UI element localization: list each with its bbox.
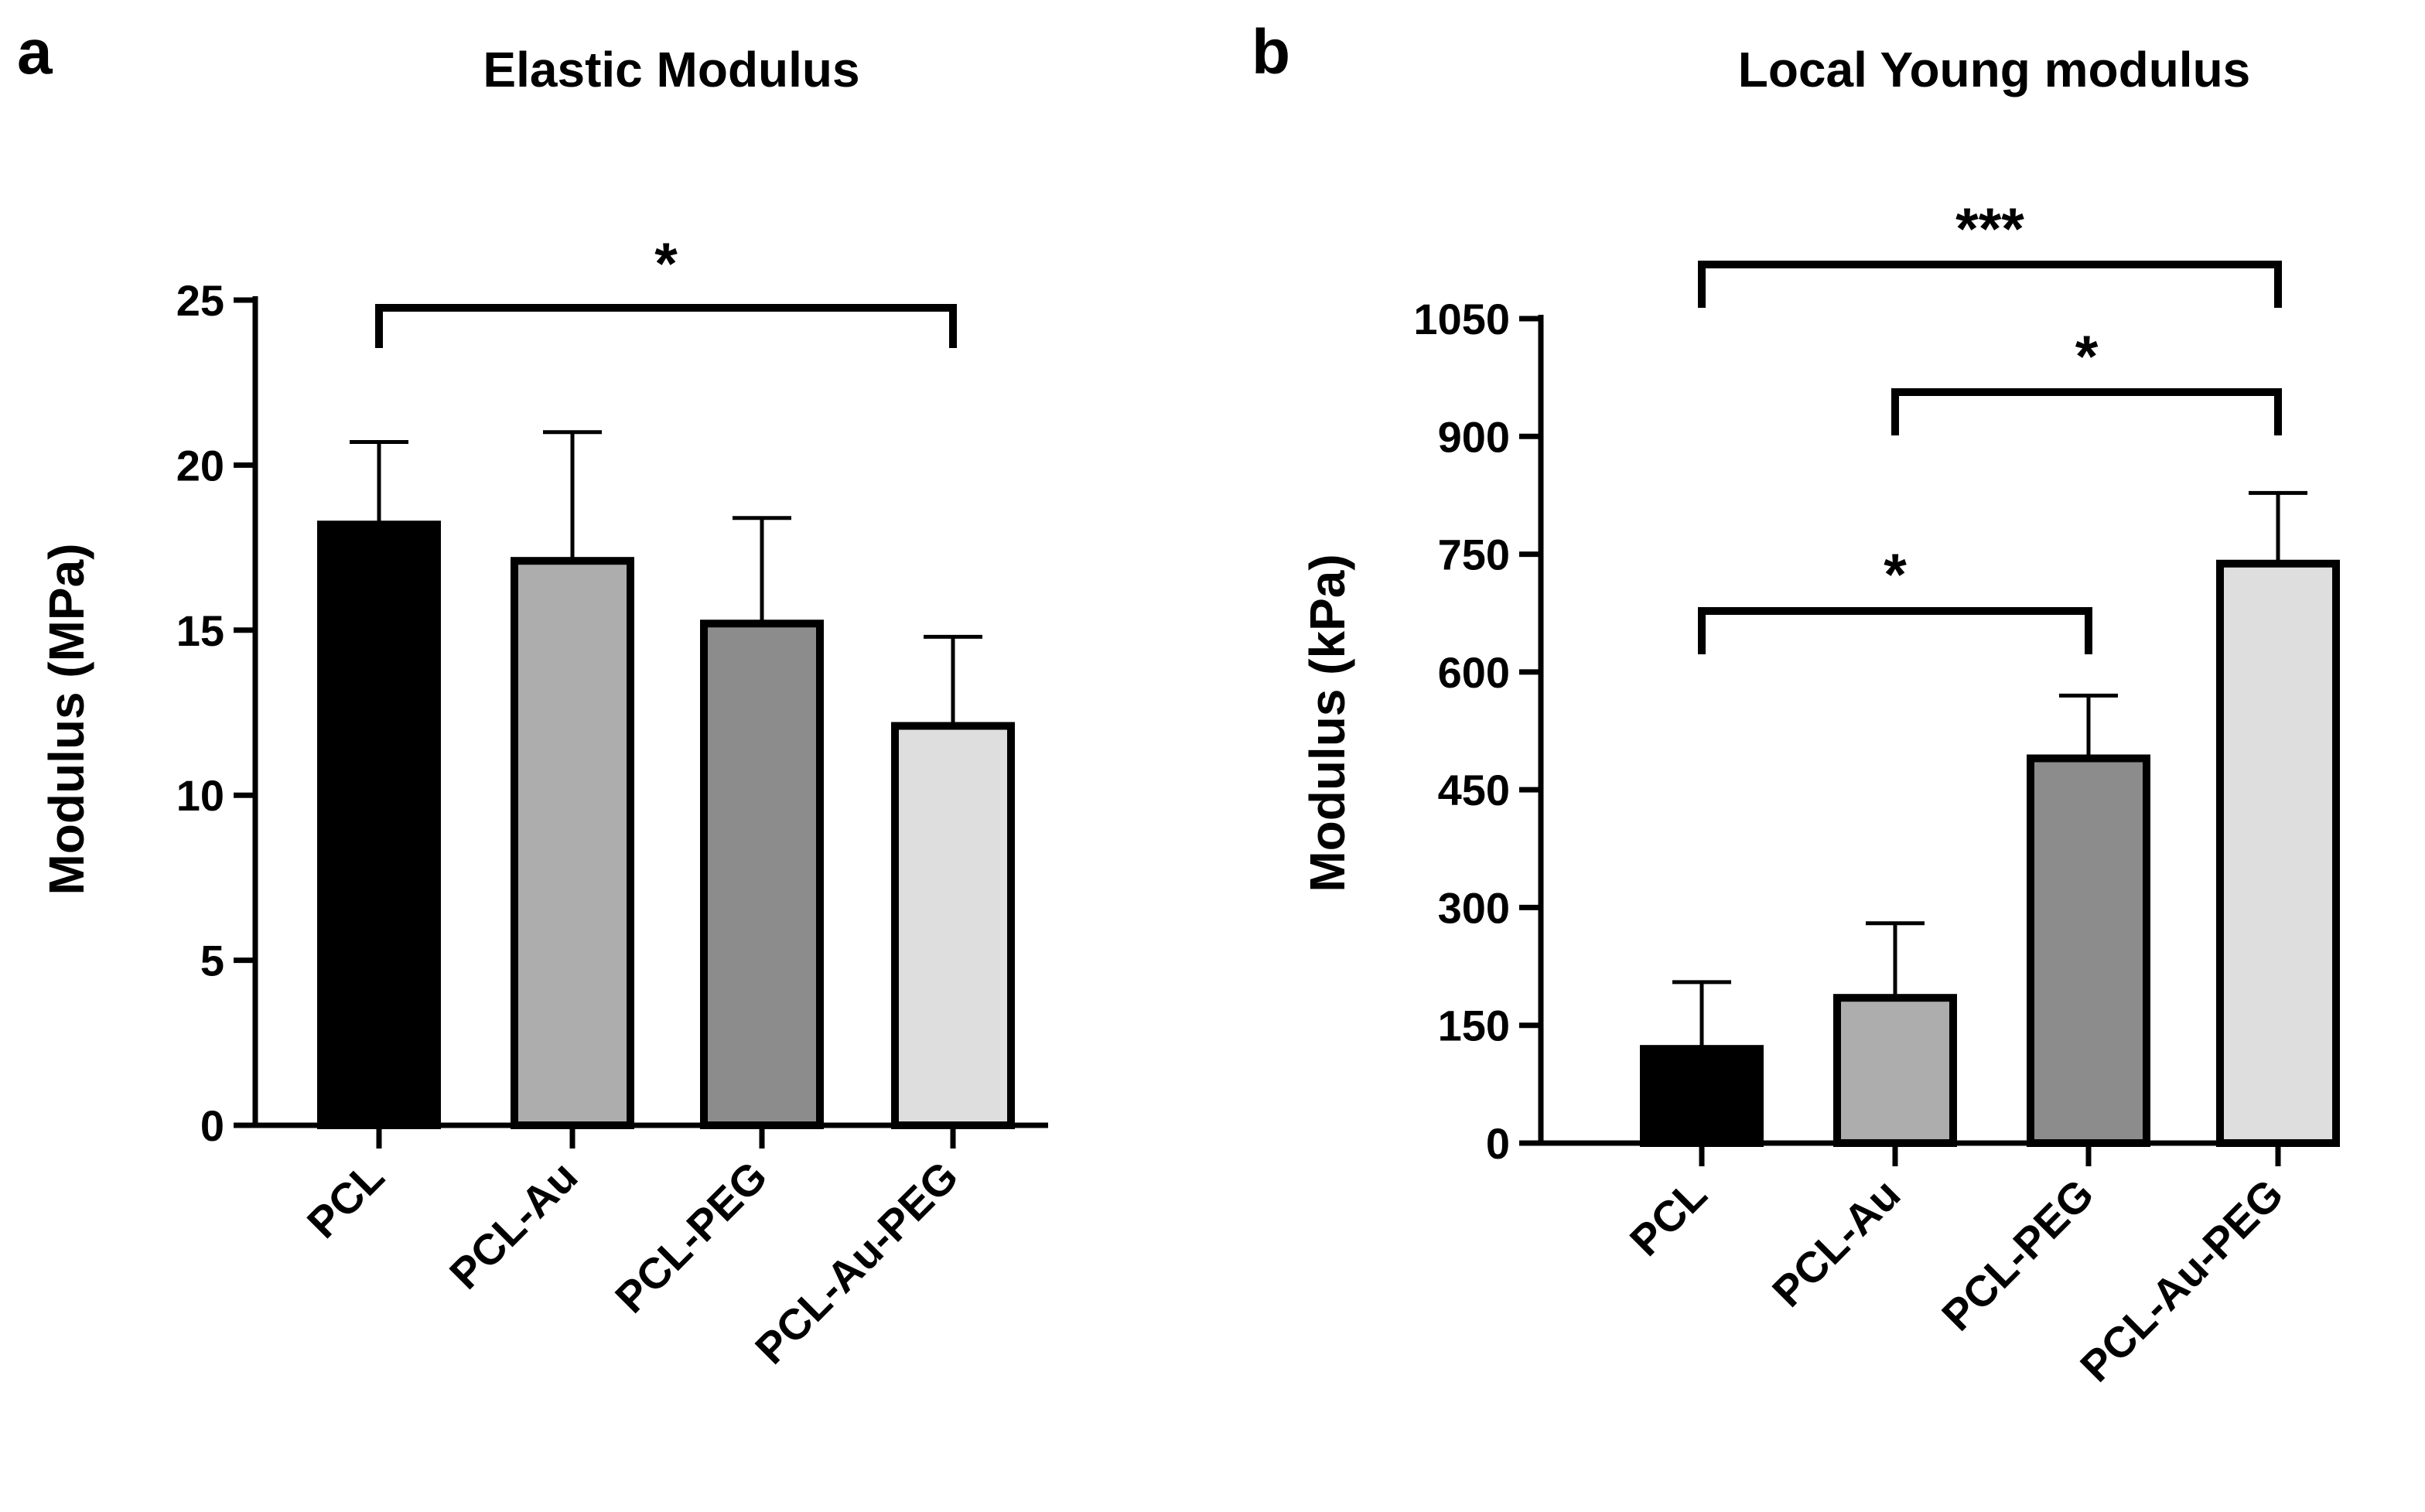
x-category-label-a: PCL-Au	[440, 1152, 587, 1299]
significance-label-b: *	[2075, 324, 2099, 390]
y-tick-label-a: 25	[176, 276, 224, 325]
y-tick-label-a: 10	[176, 771, 224, 820]
y-tick-label-b: 750	[1438, 531, 1510, 579]
panel-label-b: b	[1252, 17, 1290, 87]
y-axis-label-a: Modulus (MPa)	[39, 543, 94, 895]
y-tick-label-b: 600	[1438, 648, 1510, 697]
chart-title-b: Local Young modulus	[1738, 42, 2251, 97]
x-category-label-b: PCL-Au	[1763, 1169, 1910, 1316]
chart-title-a: Elastic Modulus	[483, 42, 859, 97]
bar-a	[891, 722, 1015, 1129]
bar-b	[1640, 1045, 1764, 1147]
x-category-label-a: PCL-Au-PEG	[746, 1152, 968, 1374]
y-tick-label-a: 0	[200, 1101, 224, 1150]
significance-bracket-a	[375, 304, 957, 348]
y-tick-label-b: 450	[1438, 766, 1510, 814]
significance-label-b: *	[1884, 542, 1907, 608]
bar-b	[2216, 559, 2340, 1147]
y-tick-label-b: 1050	[1413, 295, 1510, 343]
x-category-label-a: PCL-PEG	[606, 1152, 777, 1323]
y-axis-label-b: Modulus (kPa)	[1300, 554, 1355, 892]
y-tick-label-b: 300	[1438, 883, 1510, 932]
y-tick-label-b: 900	[1438, 412, 1510, 461]
bar-b	[1833, 994, 1957, 1147]
x-category-label-b: PCL	[1621, 1169, 1716, 1265]
panel-a: a Elastic Modulus Modulus (MPa) 0 5 10 15 20…	[17, 17, 1048, 1373]
x-category-label-b: PCL-Au-PEG	[2071, 1169, 2293, 1391]
significance-label-b: ***	[1955, 196, 2024, 262]
panel-b: b Local Young modulus Modulus (kPa) 0 150…	[1252, 17, 2340, 1391]
bar-a	[700, 619, 824, 1129]
bar-a	[317, 520, 441, 1129]
x-category-label-b: PCL-PEG	[1932, 1169, 2103, 1340]
bar-b	[2027, 754, 2150, 1147]
y-tick-label-b: 0	[1486, 1119, 1510, 1168]
y-tick-label-a: 5	[200, 937, 224, 985]
x-category-label-a: PCL	[298, 1152, 394, 1247]
significance-bracket-b	[1891, 388, 2282, 435]
significance-bracket-b	[1698, 261, 2282, 308]
panel-label-a: a	[17, 17, 53, 87]
y-tick-label-a: 15	[176, 606, 224, 655]
bar-a	[511, 557, 634, 1129]
y-tick-label-a: 20	[176, 441, 224, 490]
significance-bracket-b	[1698, 607, 2092, 654]
significance-label-a: *	[654, 231, 678, 297]
y-tick-label-b: 150	[1438, 1002, 1510, 1050]
